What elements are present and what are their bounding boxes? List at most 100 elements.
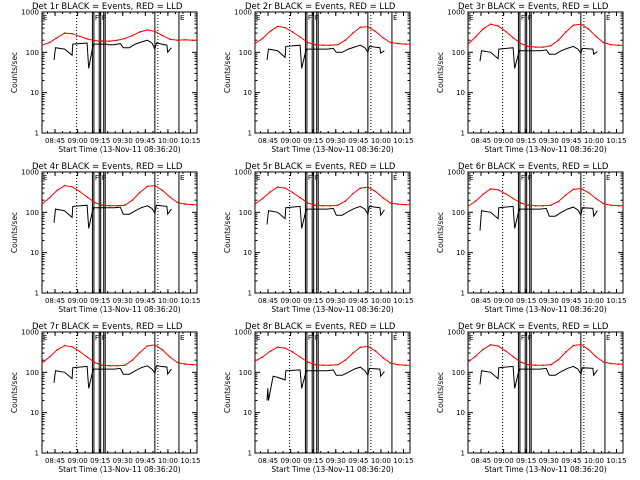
lld-point bbox=[382, 36, 384, 39]
lld-point bbox=[542, 205, 545, 207]
y-tick-label: 10 bbox=[456, 409, 465, 417]
lld-point bbox=[291, 191, 294, 194]
y-tick-label: 100 bbox=[239, 369, 252, 377]
lld-point bbox=[389, 41, 392, 44]
lld-point bbox=[269, 30, 271, 33]
y-tick-label: 10 bbox=[243, 409, 252, 417]
marker-label: F bbox=[102, 174, 106, 182]
y-tick-label: 1000 bbox=[234, 329, 252, 337]
panel-title: Det 3r BLACK = Events, RED = LLD bbox=[458, 2, 609, 12]
panel-title: Det 2r BLACK = Events, RED = LLD bbox=[245, 2, 396, 12]
x-tick-label: 09:00 bbox=[494, 457, 514, 465]
x-tick-label: 09:15 bbox=[90, 297, 110, 305]
marker-label: F bbox=[95, 14, 99, 22]
y-tick-label: 10 bbox=[30, 409, 39, 417]
lld-point bbox=[299, 36, 301, 38]
lld-point bbox=[512, 197, 514, 200]
x-tick-label: 10:00 bbox=[371, 297, 391, 305]
lld-point bbox=[474, 36, 477, 38]
lld-point bbox=[131, 34, 134, 37]
lld-point bbox=[169, 38, 171, 41]
lld-point bbox=[116, 205, 119, 207]
panel-title: Det 4r BLACK = Events, RED = LLD bbox=[32, 162, 183, 172]
y-axis-label: Counts/sec bbox=[223, 52, 232, 93]
lld-point bbox=[63, 184, 66, 187]
x-tick-label: 09:15 bbox=[516, 137, 536, 145]
lld-point bbox=[519, 361, 522, 363]
lld-point bbox=[602, 41, 605, 44]
marker-label: E bbox=[393, 174, 397, 182]
lld-point bbox=[409, 43, 411, 45]
y-axis-label: Counts/sec bbox=[223, 212, 232, 253]
lld-point bbox=[123, 364, 126, 367]
lld-point bbox=[176, 361, 179, 364]
y-tick-label: 10 bbox=[243, 89, 252, 97]
lld-point bbox=[344, 359, 347, 361]
lld-point bbox=[291, 351, 294, 353]
y-tick-label: 1 bbox=[35, 290, 39, 298]
marker-label: E bbox=[393, 334, 397, 342]
y-tick-label: 100 bbox=[26, 209, 39, 217]
x-tick-label: 09:30 bbox=[539, 137, 559, 145]
lld-point bbox=[344, 200, 347, 202]
lld-point bbox=[382, 356, 384, 359]
lld-point bbox=[367, 186, 369, 188]
panel-title: Det 6r BLACK = Events, RED = LLD bbox=[458, 162, 609, 172]
detector-panel-9: Det 9r BLACK = Events, RED = LLD 1 10 100 10… bbox=[436, 322, 627, 474]
lld-point bbox=[329, 44, 332, 47]
lld-point bbox=[284, 187, 286, 189]
x-tick-label: 10:00 bbox=[158, 457, 178, 465]
lld-point bbox=[397, 42, 399, 45]
lld-point bbox=[617, 44, 620, 47]
lld-point bbox=[56, 36, 58, 39]
y-tick-label: 100 bbox=[452, 209, 465, 217]
marker-label: E bbox=[256, 334, 260, 342]
lld-point bbox=[269, 350, 271, 353]
lld-point bbox=[534, 46, 537, 48]
lld-point bbox=[587, 191, 590, 194]
x-tick-label: 09:30 bbox=[113, 457, 133, 465]
events-series-line bbox=[53, 204, 172, 229]
x-tick-label: 08:45 bbox=[471, 297, 491, 305]
marker-label: F bbox=[315, 334, 319, 342]
lld-point bbox=[595, 197, 597, 200]
y-tick-label: 100 bbox=[452, 49, 465, 57]
lld-point bbox=[580, 23, 582, 25]
lld-point bbox=[497, 189, 499, 191]
marker-label: E bbox=[393, 14, 397, 22]
x-axis-label: Start Time (13-Nov-11 08:36:20) bbox=[484, 465, 606, 474]
lld-point bbox=[78, 190, 81, 193]
x-tick-label: 09:15 bbox=[90, 457, 110, 465]
lld-point bbox=[93, 39, 96, 42]
lld-point bbox=[367, 345, 369, 348]
lld-point bbox=[48, 196, 51, 199]
lld-point bbox=[284, 26, 286, 29]
x-axis-label: Start Time (13-Nov-11 08:36:20) bbox=[271, 305, 393, 314]
x-tick-label: 09:15 bbox=[516, 457, 536, 465]
y-tick-label: 1 bbox=[35, 450, 39, 458]
events-series-line bbox=[266, 366, 385, 401]
marker-label: F bbox=[315, 174, 319, 182]
lld-point bbox=[610, 43, 612, 46]
lld-point bbox=[176, 39, 179, 41]
lld-point bbox=[184, 363, 186, 365]
lld-point bbox=[557, 358, 560, 361]
lld-point bbox=[489, 344, 492, 346]
lld-point bbox=[602, 202, 605, 205]
lld-point bbox=[622, 205, 624, 207]
x-tick-label: 09:00 bbox=[494, 297, 514, 305]
y-axis-label: Counts/sec bbox=[10, 372, 19, 413]
lld-point bbox=[123, 37, 126, 40]
lld-point bbox=[108, 205, 111, 207]
y-tick-label: 100 bbox=[26, 49, 39, 57]
x-axis-label: Start Time (13-Nov-11 08:36:20) bbox=[271, 145, 393, 154]
events-series-line bbox=[479, 365, 598, 389]
x-tick-label: 09:30 bbox=[113, 297, 133, 305]
lld-series-line bbox=[254, 345, 410, 366]
lld-point bbox=[86, 196, 88, 198]
y-tick-label: 1 bbox=[461, 450, 465, 458]
lld-point bbox=[161, 189, 164, 192]
lld-point bbox=[374, 30, 377, 33]
x-tick-label: 09:30 bbox=[326, 137, 346, 145]
lld-point bbox=[504, 192, 507, 195]
